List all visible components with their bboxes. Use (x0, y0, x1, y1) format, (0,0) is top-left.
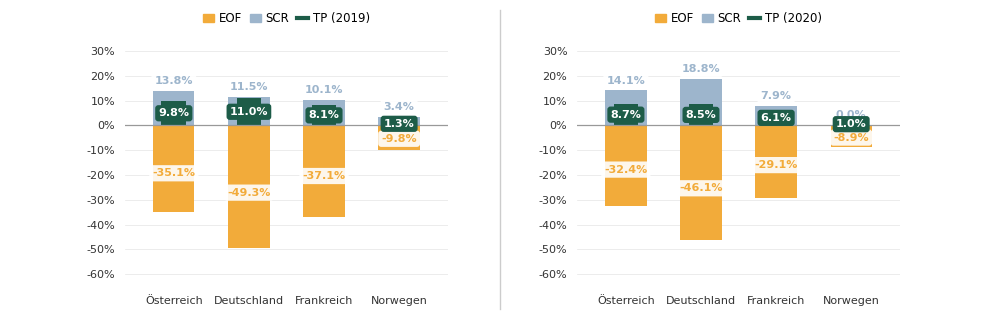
Bar (831, 125, 872, 147)
Text: 14.1%: 14.1% (607, 75, 645, 86)
Bar (764, 110, 788, 125)
Text: 0.0%: 0.0% (836, 110, 866, 120)
Bar (161, 101, 186, 125)
Legend: EOF, SCR, TP (2020): EOF, SCR, TP (2020) (655, 12, 822, 25)
Bar (755, 106, 797, 125)
Text: 11.5%: 11.5% (230, 82, 268, 92)
Text: 3.4%: 3.4% (384, 102, 415, 112)
Bar (839, 123, 864, 125)
Text: 6.1%: 6.1% (761, 113, 792, 123)
Text: 10.1%: 10.1% (305, 85, 343, 95)
Text: 1.0%: 1.0% (836, 119, 867, 129)
Bar (605, 90, 647, 125)
Bar (387, 122, 411, 125)
Bar (378, 125, 420, 150)
Bar (228, 97, 270, 125)
Text: 13.8%: 13.8% (155, 76, 193, 86)
Text: 1.3%: 1.3% (384, 119, 414, 129)
Bar (689, 104, 713, 125)
Bar (153, 125, 194, 213)
Bar (153, 91, 194, 125)
Text: -9.8%: -9.8% (381, 134, 417, 144)
Text: 7.9%: 7.9% (761, 91, 792, 101)
Bar (303, 100, 345, 125)
Text: 18.8%: 18.8% (682, 64, 720, 74)
Text: 8.1%: 8.1% (309, 110, 339, 120)
Bar (312, 105, 336, 125)
Legend: EOF, SCR, TP (2019): EOF, SCR, TP (2019) (203, 12, 370, 25)
Bar (680, 125, 722, 240)
Text: 11.0%: 11.0% (230, 107, 268, 117)
Bar (237, 98, 261, 125)
Bar (228, 125, 270, 248)
Text: 8.7%: 8.7% (610, 109, 641, 120)
Text: -37.1%: -37.1% (302, 171, 346, 181)
Bar (605, 125, 647, 206)
Text: -32.4%: -32.4% (604, 165, 648, 175)
Text: 9.8%: 9.8% (158, 108, 189, 118)
Bar (303, 125, 345, 217)
Text: -46.1%: -46.1% (679, 183, 723, 193)
Text: -35.1%: -35.1% (152, 168, 195, 178)
Text: -29.1%: -29.1% (754, 160, 798, 170)
Bar (755, 125, 797, 198)
Bar (614, 104, 638, 125)
Bar (378, 117, 420, 125)
Text: 8.5%: 8.5% (686, 110, 716, 120)
Text: -49.3%: -49.3% (227, 188, 271, 198)
Bar (680, 79, 722, 125)
Text: -8.9%: -8.9% (833, 133, 869, 143)
